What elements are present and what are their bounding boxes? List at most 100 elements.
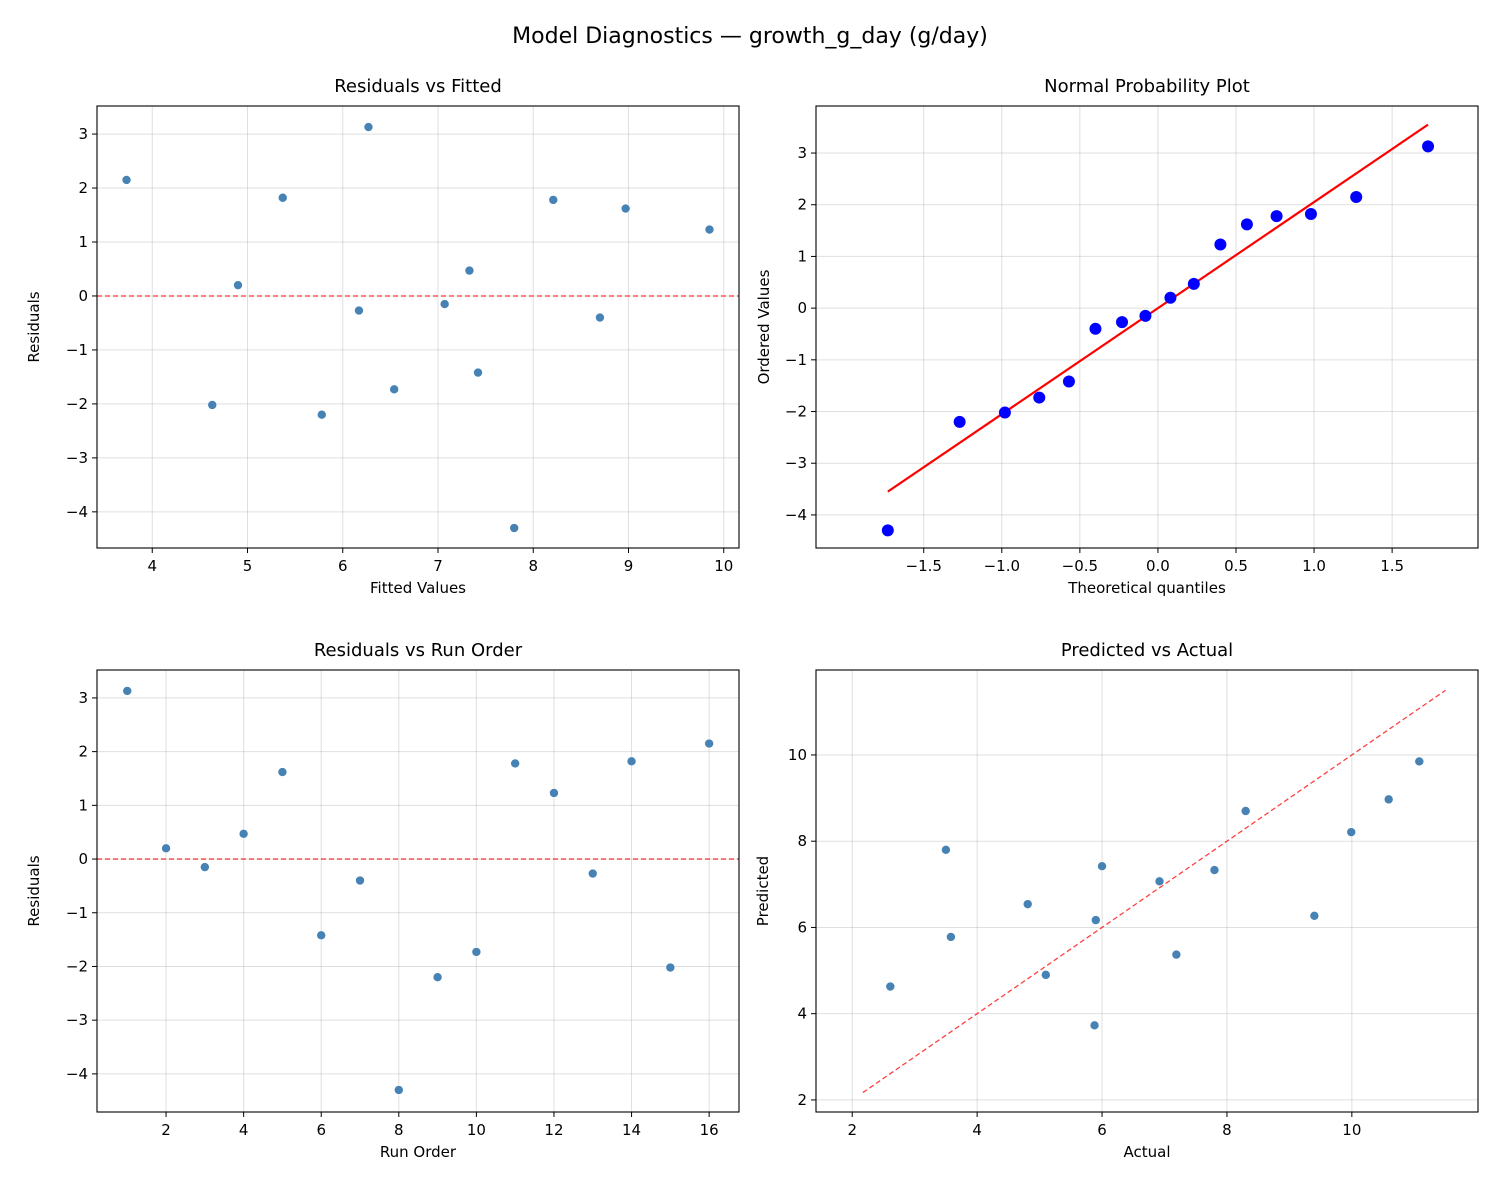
data-point bbox=[277, 767, 288, 777]
y-tick-label: 1 bbox=[797, 247, 807, 265]
y-tick-label: 0 bbox=[797, 299, 807, 317]
figure-title: Model Diagnostics — growth_g_day (g/day) bbox=[512, 24, 988, 49]
data-point bbox=[161, 843, 171, 854]
y-tick-label: −3 bbox=[66, 449, 88, 467]
y-tick-label: 8 bbox=[797, 832, 807, 850]
data-point bbox=[316, 409, 327, 420]
data-point bbox=[548, 195, 559, 205]
x-axis-label: Fitted Values bbox=[370, 579, 466, 597]
data-point bbox=[1209, 865, 1220, 875]
x-tick-label: 2 bbox=[847, 1121, 857, 1139]
subplot-4: 2 4 6 8 10 2 4 6 8 10 Predicted vs Actual Actual Pre… bbox=[754, 640, 1479, 1161]
x-tick-label: 14 bbox=[622, 1121, 641, 1139]
data-point bbox=[1164, 291, 1177, 304]
data-point bbox=[316, 930, 327, 941]
data-point bbox=[1089, 1020, 1100, 1031]
data-point bbox=[626, 756, 637, 767]
y-tick-label: 2 bbox=[797, 1091, 807, 1109]
x-tick-label: 2 bbox=[161, 1121, 171, 1139]
data-point bbox=[998, 406, 1011, 419]
x-tick-label: 8 bbox=[394, 1121, 404, 1139]
y-tick-label: −2 bbox=[785, 403, 807, 421]
reference-line bbox=[862, 689, 1446, 1094]
data-point bbox=[464, 265, 475, 276]
x-tick-label: 10 bbox=[1342, 1121, 1361, 1139]
data-point bbox=[233, 280, 243, 290]
x-tick-label: 1.0 bbox=[1302, 557, 1326, 575]
x-axis-label: Run Order bbox=[380, 1143, 457, 1161]
data-point bbox=[1240, 806, 1251, 816]
y-tick-label: 3 bbox=[78, 689, 88, 707]
data-point bbox=[1309, 910, 1320, 921]
x-tick-label: 7 bbox=[433, 557, 443, 575]
data-point bbox=[1062, 375, 1075, 388]
y-axis-label: Residuals bbox=[25, 291, 43, 362]
data-point bbox=[1090, 915, 1101, 925]
data-point bbox=[1041, 970, 1051, 980]
reference-line bbox=[887, 123, 1429, 493]
x-tick-label: −1.0 bbox=[984, 557, 1020, 575]
y-tick-label: 0 bbox=[78, 850, 88, 868]
data-point bbox=[704, 224, 715, 235]
y-tick-label: 4 bbox=[797, 1005, 807, 1023]
data-point bbox=[122, 686, 133, 696]
x-tick-label: 4 bbox=[239, 1121, 249, 1139]
y-tick-label: −3 bbox=[785, 454, 807, 472]
data-point bbox=[1187, 277, 1200, 290]
data-point bbox=[389, 384, 399, 395]
y-tick-label: 3 bbox=[78, 125, 88, 143]
data-point bbox=[1022, 899, 1033, 909]
x-tick-label: 5 bbox=[243, 557, 253, 575]
y-tick-label: 1 bbox=[78, 796, 88, 814]
data-point bbox=[881, 524, 894, 537]
y-tick-label: −2 bbox=[66, 957, 88, 975]
x-tick-label: 0.0 bbox=[1146, 557, 1170, 575]
x-tick-label: 8 bbox=[1222, 1121, 1232, 1139]
data-point bbox=[549, 788, 559, 798]
data-point bbox=[471, 947, 482, 957]
x-tick-label: 6 bbox=[338, 557, 348, 575]
data-point bbox=[1171, 949, 1182, 960]
y-tick-label: 6 bbox=[797, 918, 807, 936]
axes-frame bbox=[96, 669, 740, 1113]
x-tick-label: 0.5 bbox=[1224, 557, 1248, 575]
x-tick-label: 9 bbox=[624, 557, 634, 575]
y-tick-label: 2 bbox=[78, 179, 88, 197]
y-axis-label: Predicted bbox=[754, 856, 772, 926]
data-point bbox=[1240, 218, 1253, 231]
y-tick-label: 10 bbox=[788, 746, 807, 764]
x-tick-label: −0.5 bbox=[1062, 557, 1098, 575]
data-point bbox=[595, 312, 605, 323]
y-tick-label: −1 bbox=[785, 351, 807, 369]
x-tick-label: 8 bbox=[528, 557, 538, 575]
data-point bbox=[207, 400, 218, 410]
x-tick-label: 6 bbox=[316, 1121, 326, 1139]
y-tick-label: −3 bbox=[66, 1011, 88, 1029]
y-tick-label: −4 bbox=[66, 1065, 88, 1083]
y-tick-label: 0 bbox=[78, 287, 88, 305]
y-tick-label: 2 bbox=[78, 743, 88, 761]
data-point bbox=[354, 305, 364, 316]
axes-frame bbox=[815, 105, 1479, 549]
subplot-title: Residuals vs Run Order bbox=[314, 640, 523, 661]
data-point bbox=[1346, 827, 1357, 837]
axes-frame bbox=[96, 105, 740, 549]
data-point bbox=[1414, 756, 1425, 767]
data-point bbox=[509, 523, 520, 533]
y-tick-label: −4 bbox=[66, 503, 88, 521]
x-tick-label: −1.5 bbox=[906, 557, 942, 575]
subplot-title: Normal Probability Plot bbox=[1044, 76, 1250, 97]
data-point bbox=[1304, 208, 1317, 221]
data-point bbox=[587, 868, 598, 879]
data-point bbox=[439, 299, 450, 309]
data-point bbox=[1097, 861, 1107, 872]
x-tick-label: 16 bbox=[700, 1121, 719, 1139]
subplot-title: Residuals vs Fitted bbox=[334, 76, 502, 97]
x-tick-label: 4 bbox=[972, 1121, 982, 1139]
x-tick-label: 6 bbox=[1097, 1121, 1107, 1139]
y-tick-label: −1 bbox=[66, 904, 88, 922]
subplot-1: 4 5 6 7 8 9 10 −4 −3 −2 −1 0 1 2 3 Residuals vs Fitted F… bbox=[25, 76, 740, 597]
data-point bbox=[277, 192, 288, 203]
data-point bbox=[665, 962, 676, 973]
